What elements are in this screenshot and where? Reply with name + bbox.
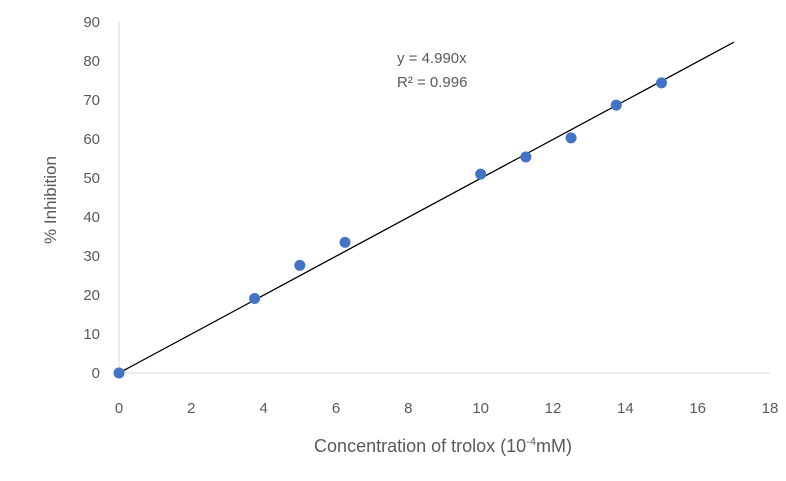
x-axis-title: Concentration of trolox (10-4mM) <box>314 436 572 456</box>
x-tick-label: 6 <box>332 400 340 417</box>
trendline <box>118 41 735 374</box>
y-tick-labels: 0 10 20 30 40 50 60 70 80 90 <box>83 14 100 382</box>
x-tick-label: 2 <box>187 400 195 417</box>
y-tick-label: 60 <box>83 131 100 148</box>
data-points <box>113 77 667 379</box>
x-tick-label: 8 <box>404 400 412 417</box>
trendline-equation: y = 4.990x <box>397 50 467 67</box>
x-axis-title-superscript: -4 <box>526 436 536 448</box>
x-axis-title-main: Concentration of trolox (10 <box>314 436 526 456</box>
data-point <box>113 367 125 379</box>
y-axis-title: % Inhibition <box>41 156 60 244</box>
data-point <box>610 99 622 111</box>
x-axis-title-tail: mM) <box>536 436 572 456</box>
data-point <box>249 293 261 305</box>
x-tick-labels: 0 2 4 6 8 10 12 14 16 18 <box>115 400 779 417</box>
x-tick-label: 18 <box>762 400 779 417</box>
data-point <box>656 77 667 89</box>
data-point <box>339 236 351 248</box>
y-tick-label: 0 <box>92 365 100 382</box>
y-tick-label: 10 <box>83 326 100 343</box>
data-point <box>294 259 306 271</box>
y-tick-label: 50 <box>83 170 100 187</box>
data-point <box>565 132 577 144</box>
y-tick-label: 80 <box>83 53 100 70</box>
x-tick-label: 10 <box>472 400 489 417</box>
y-tick-label: 20 <box>83 287 100 304</box>
x-tick-label: 16 <box>689 400 706 417</box>
x-tick-label: 0 <box>115 400 123 417</box>
data-point <box>475 168 487 180</box>
x-tick-label: 12 <box>545 400 562 417</box>
y-tick-label: 40 <box>83 209 100 226</box>
y-tick-label: 30 <box>83 248 100 265</box>
x-tick-label: 4 <box>259 400 267 417</box>
y-tick-label: 90 <box>83 14 100 31</box>
trendline-r-squared: R² = 0.996 <box>397 74 467 91</box>
data-point <box>520 151 532 163</box>
y-tick-label: 70 <box>83 92 100 109</box>
x-tick-label: 14 <box>617 400 634 417</box>
